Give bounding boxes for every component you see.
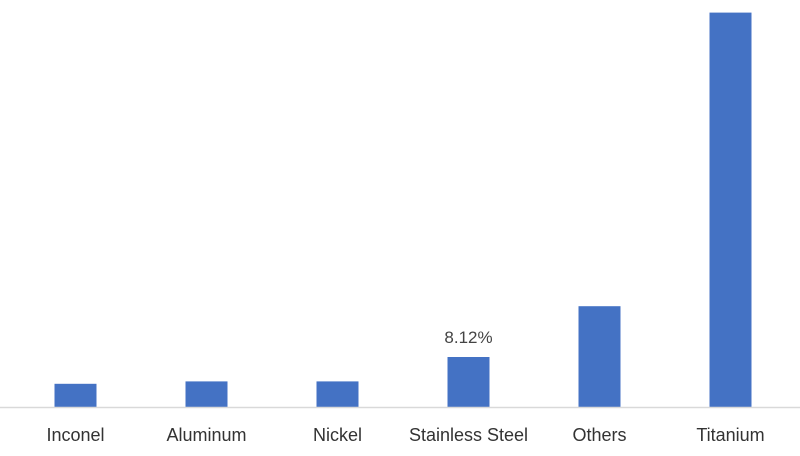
category-label-inconel: Inconel xyxy=(46,425,104,445)
bar-nickel xyxy=(316,381,359,407)
category-labels: Inconel Aluminum Nickel Stainless Steel Othe… xyxy=(46,425,764,445)
category-label-nickel: Nickel xyxy=(313,425,362,445)
category-label-titanium: Titanium xyxy=(696,425,764,445)
data-label-stainless-steel: 8.12% xyxy=(444,328,492,347)
bar-others xyxy=(578,306,621,407)
bar-titanium xyxy=(709,12,752,407)
bars-group xyxy=(54,12,752,407)
category-label-aluminum: Aluminum xyxy=(166,425,246,445)
category-label-stainless-steel: Stainless Steel xyxy=(409,425,528,445)
bar-stainless-steel xyxy=(447,357,490,407)
data-labels: 8.12% xyxy=(444,328,492,347)
bar-inconel xyxy=(54,383,97,407)
category-label-others: Others xyxy=(572,425,626,445)
bar-aluminum xyxy=(185,381,228,407)
